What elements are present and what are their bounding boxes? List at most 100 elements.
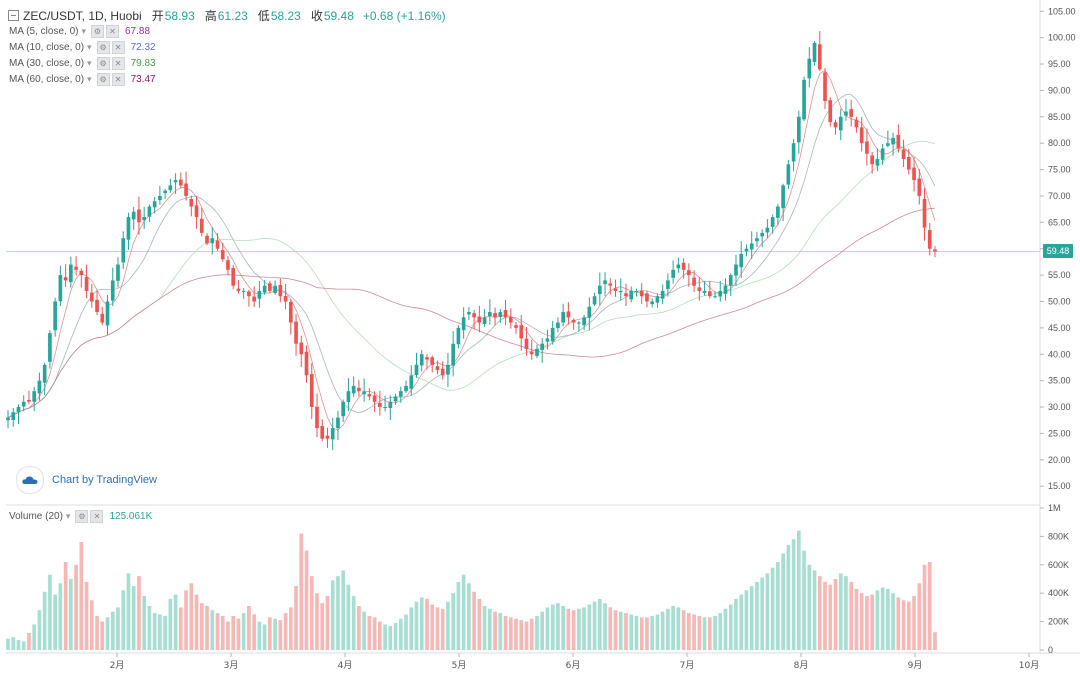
candle-body — [613, 288, 618, 291]
candle-body — [639, 290, 644, 297]
candle-body — [388, 401, 393, 409]
close-icon[interactable]: ✕ — [106, 25, 119, 38]
chevron-down-icon[interactable]: ▾ — [81, 26, 86, 36]
chevron-down-icon[interactable]: ▾ — [65, 511, 71, 521]
volume-bar — [6, 638, 10, 650]
candle-body — [95, 299, 99, 313]
volume-bar — [409, 607, 414, 650]
close-icon[interactable]: ✕ — [90, 510, 104, 523]
candle-body — [137, 209, 141, 223]
volume-bar — [446, 601, 450, 650]
volume-bar — [713, 615, 717, 650]
candle-body — [697, 287, 702, 291]
candle-body — [362, 391, 366, 395]
time-tick-label: 5月 — [452, 660, 467, 671]
volume-bar — [231, 615, 236, 650]
volume-bar — [702, 617, 707, 650]
volume-bar — [257, 621, 262, 650]
candle-body — [875, 159, 880, 166]
indicator-ma5[interactable]: MA (5, close, 0) ▾ ⚙ ✕ 67.88 — [9, 25, 150, 38]
indicator-value: 125.061K — [109, 511, 153, 522]
volume-bar — [561, 605, 565, 650]
indicator-value: 67.88 — [125, 26, 151, 37]
settings-icon[interactable]: ⚙ — [96, 41, 110, 54]
volume-bar — [739, 594, 744, 650]
price-tick-label: 45.00 — [1048, 323, 1071, 333]
candle-body — [11, 412, 16, 421]
candle-body — [854, 119, 859, 128]
price-tick-label: 75.00 — [1048, 165, 1071, 175]
volume-bar — [912, 596, 916, 650]
candle-body — [440, 368, 445, 376]
price-tick-label: 85.00 — [1048, 112, 1071, 122]
candle-body — [524, 338, 529, 349]
volume-bar — [933, 632, 937, 650]
volume-bar — [79, 542, 84, 650]
chevron-down-icon[interactable]: ▾ — [87, 58, 92, 68]
candle-body — [577, 322, 581, 324]
candle-body — [247, 291, 251, 297]
candle-body — [163, 190, 167, 194]
candle-body — [189, 198, 194, 207]
volume-bar — [330, 580, 335, 650]
candle-body — [912, 167, 916, 181]
settings-icon[interactable]: ⚙ — [75, 510, 89, 523]
indicator-volume[interactable]: Volume (20) ▾ ⚙ ✕ 125.061K — [9, 510, 152, 523]
candle-body — [592, 296, 597, 305]
candle-body — [100, 313, 105, 323]
volume-tick-label: 200K — [1048, 617, 1069, 627]
indicator-ma60[interactable]: MA (60, close, 0) ▾ ⚙ ✕ 73.47 — [9, 73, 156, 86]
chevron-down-icon[interactable]: ▾ — [87, 42, 92, 52]
volume-bar — [802, 550, 806, 650]
candle-body — [906, 157, 911, 170]
candle-body — [886, 143, 890, 146]
indicator-label: MA (10, close, 0) — [9, 42, 85, 53]
indicator-ma30[interactable]: MA (30, close, 0) ▾ ⚙ ✕ 79.83 — [9, 57, 156, 70]
candle-body — [493, 313, 497, 318]
candle-body — [283, 295, 288, 302]
settings-icon[interactable]: ⚙ — [96, 57, 110, 70]
chevron-down-icon[interactable]: ▾ — [87, 74, 92, 84]
indicator-label: MA (5, close, 0) — [9, 26, 79, 37]
close-icon[interactable]: ✕ — [111, 41, 125, 54]
collapse-icon[interactable] — [8, 10, 19, 21]
candle-body — [288, 301, 293, 323]
candle-body — [776, 206, 780, 218]
volume-bar — [880, 587, 885, 650]
volume-bar — [676, 607, 681, 650]
volume-bar — [288, 607, 293, 650]
price-tick-label: 80.00 — [1048, 138, 1071, 148]
close-icon[interactable]: ✕ — [111, 73, 125, 86]
volume-bar — [791, 539, 796, 650]
volume-bar — [865, 596, 869, 650]
price-tick-label: 40.00 — [1048, 349, 1071, 359]
volume-tick-label: 0 — [1048, 645, 1053, 655]
settings-icon[interactable]: ⚙ — [91, 25, 104, 38]
settings-icon[interactable]: ⚙ — [96, 73, 110, 86]
tradingview-badge[interactable]: Chart by TradingView — [16, 466, 157, 494]
volume-bar — [456, 581, 461, 650]
volume-bar — [189, 583, 194, 650]
volume-bar — [687, 613, 691, 650]
candle-body — [414, 364, 419, 376]
candle-body — [498, 312, 503, 317]
price-tick-label: 25.00 — [1048, 428, 1071, 438]
candle-body — [655, 296, 660, 303]
volume-bar — [655, 614, 660, 650]
close-icon[interactable]: ✕ — [111, 57, 125, 70]
price-tick-label: 95.00 — [1048, 59, 1071, 69]
candle-body — [692, 277, 696, 286]
candle-body — [236, 288, 241, 291]
candle-body — [807, 58, 812, 79]
high-value: 61.23 — [217, 8, 248, 23]
price-tick-label: 55.00 — [1048, 270, 1071, 280]
volume-bar — [215, 613, 220, 650]
volume-bar — [927, 561, 932, 650]
candle-body — [226, 260, 230, 270]
candle-body — [749, 243, 754, 250]
volume-bar — [110, 611, 115, 650]
volume-axis: 1M 800K 600K 400K 200K 0 — [1040, 503, 1069, 655]
indicator-ma10[interactable]: MA (10, close, 0) ▾ ⚙ ✕ 72.32 — [9, 41, 156, 54]
candle-body — [273, 285, 277, 293]
